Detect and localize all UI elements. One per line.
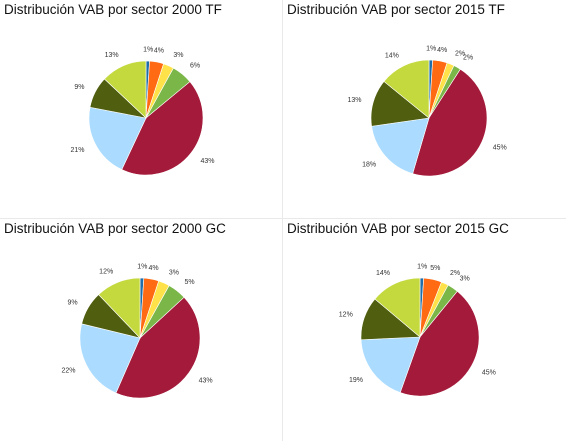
chart-title: Distribución VAB por sector 2015 GC bbox=[287, 221, 509, 236]
chart-panel-2000-tf: Distribución VAB por sector 2000 TF 1% 4%… bbox=[0, 0, 282, 218]
slice-percent-label: 1% bbox=[417, 264, 427, 271]
slice-percent-label: 18% bbox=[362, 161, 376, 168]
slice-percent-label: 45% bbox=[482, 369, 496, 376]
pie-slice bbox=[98, 277, 141, 339]
slice-percent-label: 2% bbox=[450, 270, 460, 277]
pie-slice bbox=[115, 296, 201, 399]
horizontal-divider bbox=[0, 218, 566, 219]
slice-percent-label: 9% bbox=[67, 300, 77, 307]
pie-slice bbox=[88, 106, 147, 170]
slice-percent-label: 3% bbox=[169, 270, 179, 277]
slice-percent-label: 14% bbox=[385, 52, 399, 59]
slice-percent-label: 13% bbox=[347, 97, 361, 104]
slice-percent-label: 1% bbox=[143, 47, 153, 54]
pie-slice bbox=[374, 277, 421, 338]
pie-slice bbox=[104, 60, 147, 119]
slice-percent-label: 2% bbox=[463, 54, 473, 61]
chart-title: Distribución VAB por sector 2000 TF bbox=[4, 2, 222, 17]
pie-slice bbox=[121, 81, 204, 176]
vertical-divider bbox=[282, 0, 283, 441]
chart-panel-2015-gc: Distribución VAB por sector 2015 GC 1% 5%… bbox=[283, 219, 566, 441]
slice-percent-label: 4% bbox=[437, 47, 447, 54]
slice-percent-label: 3% bbox=[460, 276, 470, 283]
slice-percent-label: 5% bbox=[185, 279, 195, 286]
slice-percent-label: 43% bbox=[199, 377, 213, 384]
pie-slice bbox=[371, 117, 430, 175]
slice-percent-label: 1% bbox=[137, 264, 147, 271]
pie-slice bbox=[412, 68, 488, 177]
chart-title: Distribución VAB por sector 2015 TF bbox=[287, 2, 505, 17]
slice-percent-label: 4% bbox=[149, 265, 159, 272]
chart-panel-2015-tf: Distribución VAB por sector 2015 TF 1% 4%… bbox=[283, 0, 566, 218]
slice-percent-label: 13% bbox=[105, 52, 119, 59]
pie-chart-2000-gc: 1% 4% 3% 5% 43% 22% 9% 12% bbox=[61, 264, 213, 399]
slice-percent-label: 6% bbox=[190, 62, 200, 69]
pie-chart-2015-tf: 1% 4% 2%2% 45% 18% 13% 14% bbox=[347, 46, 507, 177]
slice-percent-label: 1% bbox=[426, 46, 436, 53]
slice-percent-label: 19% bbox=[349, 377, 363, 384]
pie-slice bbox=[360, 336, 421, 393]
pie-slice bbox=[79, 323, 141, 394]
slice-percent-label: 3% bbox=[173, 52, 183, 59]
slice-percent-label: 12% bbox=[99, 269, 113, 276]
chart-title: Distribución VAB por sector 2000 GC bbox=[4, 221, 226, 236]
pie-chart-2015-gc: 1% 5% 2%3% 45% 19% 12% 14% bbox=[339, 264, 496, 397]
slice-percent-label: 45% bbox=[493, 145, 507, 152]
slice-percent-label: 14% bbox=[376, 270, 390, 277]
slice-percent-label: 43% bbox=[201, 158, 215, 165]
slice-percent-label: 12% bbox=[339, 312, 353, 319]
pie-slice bbox=[383, 59, 430, 119]
chart-panel-2000-gc: Distribución VAB por sector 2000 GC 1% 4%… bbox=[0, 219, 282, 441]
pie-slice bbox=[399, 290, 480, 397]
slice-percent-label: 2% bbox=[455, 51, 465, 58]
slice-percent-label: 9% bbox=[74, 84, 84, 91]
slice-percent-label: 5% bbox=[430, 265, 440, 272]
slice-percent-label: 22% bbox=[61, 368, 75, 375]
slice-percent-label: 21% bbox=[70, 147, 84, 154]
slice-percent-label: 4% bbox=[154, 48, 164, 55]
pie-chart-2000-tf: 1% 4% 3% 6% 43% 21% 9% 13% bbox=[70, 47, 215, 176]
